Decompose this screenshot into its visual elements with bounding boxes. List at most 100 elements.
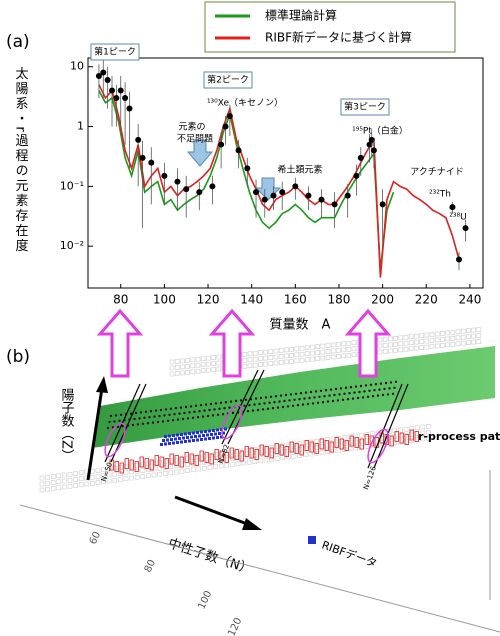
nuclide-cell — [263, 451, 269, 457]
measured-dot — [256, 408, 260, 412]
measured-dot — [338, 393, 341, 396]
nuclide-cell — [346, 352, 352, 358]
nuclide-cell — [247, 363, 253, 369]
ribf-cell — [184, 440, 187, 443]
nuclide-cell — [242, 351, 248, 357]
data-point — [253, 189, 260, 196]
measured-dot — [166, 419, 170, 422]
nuclide-cell — [325, 349, 331, 354]
measured-dot — [146, 422, 150, 425]
measured-dot — [263, 402, 266, 405]
data-point — [113, 95, 120, 102]
measured-dot — [343, 392, 346, 395]
data-point — [196, 189, 203, 196]
nuclide-cell — [403, 438, 409, 444]
measured-dot — [168, 413, 171, 416]
nuclide-cell — [403, 334, 409, 340]
measured-dot — [339, 387, 343, 390]
measured-dot — [364, 384, 368, 387]
annotation: 第2ピーク — [207, 74, 249, 86]
r-process-cell — [399, 432, 404, 444]
measured-dot — [183, 411, 186, 415]
nuclide-cell — [211, 355, 216, 360]
x-tick-label: 140 — [240, 293, 263, 307]
z-axis-arrow — [86, 387, 104, 481]
r-process-cell — [309, 441, 314, 453]
nuclide-cell — [289, 359, 294, 364]
nuclide-cell — [426, 429, 431, 435]
nuclide-cell — [185, 468, 190, 473]
nuclide-cell — [206, 361, 211, 367]
data-point — [449, 204, 456, 211]
n-tick-label: 80 — [143, 558, 158, 574]
nuclide-cell — [424, 338, 430, 344]
x-tick-label: 240 — [458, 293, 481, 307]
measured-dot — [324, 389, 328, 392]
x-tick-label: 160 — [284, 293, 307, 307]
measured-dot — [384, 381, 388, 385]
measured-dot — [194, 404, 198, 407]
nuclide-cell — [429, 344, 435, 349]
measured-dot — [341, 398, 345, 401]
measured-dot — [376, 394, 380, 397]
nuclide-cell — [304, 351, 310, 357]
nuclide-cell — [195, 356, 201, 362]
measured-dot — [328, 394, 331, 397]
n-axis-arrow — [174, 495, 251, 527]
nuclide-cell — [289, 353, 294, 358]
measured-dot — [206, 414, 210, 418]
data-point — [226, 113, 233, 120]
data-point — [455, 256, 462, 263]
nuclide-cell — [284, 353, 289, 359]
nuclide-cell — [73, 471, 78, 476]
measured-dot — [196, 416, 200, 419]
nuclide-cell — [118, 471, 123, 476]
measured-dot — [199, 404, 203, 407]
annotation: 希土類元素 — [277, 164, 322, 176]
nuclide-cell — [408, 346, 414, 352]
measured-dot — [366, 395, 370, 398]
z-axis-label: 陽子数（Z） — [59, 388, 75, 462]
nuclide-cell — [278, 360, 284, 365]
nuclide-cell — [151, 460, 157, 466]
panel-label: (b) — [6, 347, 30, 367]
plot-area — [95, 59, 469, 278]
up-arrow — [208, 308, 256, 378]
nuclide-cell — [169, 359, 175, 365]
r-process-cell — [114, 461, 119, 472]
nuclide-cell — [414, 333, 419, 339]
measured-dot — [301, 403, 305, 406]
nuclide-cell — [393, 342, 398, 347]
data-point — [100, 69, 107, 76]
data-point — [218, 141, 225, 148]
measured-dot — [374, 383, 378, 386]
x-tick-label: 220 — [415, 293, 438, 307]
data-point — [370, 147, 377, 154]
measured-dot — [286, 405, 290, 408]
measured-dot — [261, 408, 265, 411]
nuclide-cell — [273, 360, 279, 366]
nuclide-cell — [78, 482, 84, 488]
measured-dot — [176, 418, 180, 421]
nuclide-cell — [118, 465, 123, 470]
nuclide-cell — [342, 435, 347, 440]
nuclide-cell — [353, 445, 358, 451]
nuclide-cell — [263, 445, 269, 451]
measured-dot — [221, 413, 225, 416]
annotation-box — [90, 43, 140, 61]
nuclide-cell — [151, 466, 157, 472]
nuclide-cell — [341, 353, 346, 359]
nuclide-cell — [211, 367, 216, 372]
nuclide-cell — [195, 368, 201, 374]
nuclide-cell — [45, 486, 50, 492]
measured-dot — [336, 399, 340, 402]
nuclide-cell — [224, 462, 230, 468]
nuclide-cell — [434, 343, 440, 349]
nuclide-cell — [185, 462, 190, 467]
r-process-cell — [314, 443, 319, 454]
measured-dot — [334, 387, 338, 391]
measured-dot — [109, 414, 113, 418]
nuclide-cell — [370, 431, 375, 437]
measured-dot — [363, 390, 366, 393]
measured-dot — [266, 407, 270, 410]
